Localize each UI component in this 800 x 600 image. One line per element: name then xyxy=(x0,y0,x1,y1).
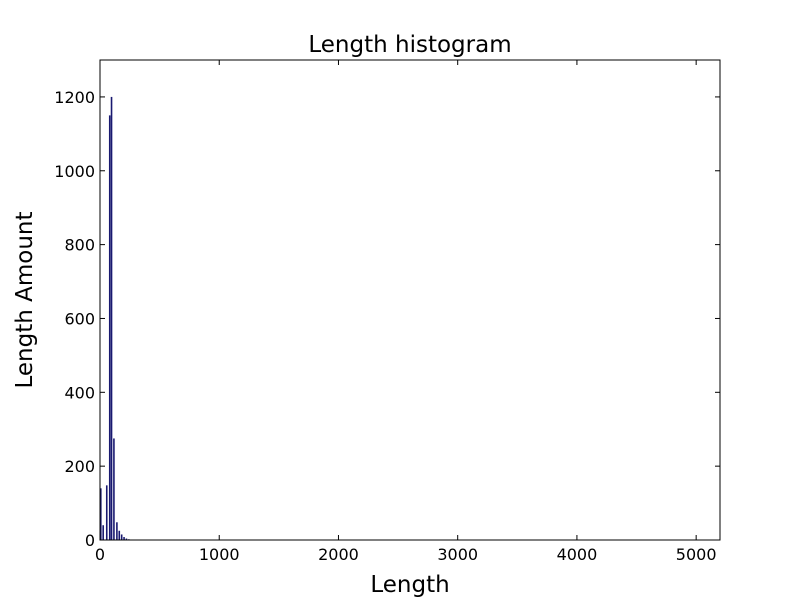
y-axis-label: Length Amount xyxy=(12,211,38,388)
x-tick-label-2: 2000 xyxy=(318,545,359,564)
y-tick-label-0: 0 xyxy=(85,531,95,550)
x-tick-label-1: 1000 xyxy=(199,545,240,564)
y-axis-ticks: 0 200 400 600 800 1000 1200 xyxy=(54,88,720,550)
y-tick-label-4: 800 xyxy=(64,236,95,255)
chart-title: Length histogram xyxy=(308,32,511,58)
histogram-bar-5 xyxy=(113,438,115,540)
x-axis-label: Length xyxy=(370,572,449,598)
histogram-bar-10 xyxy=(125,538,128,540)
x-axis-ticks: 0 1000 2000 3000 4000 5000 xyxy=(95,60,717,564)
histogram-bar-1 xyxy=(102,525,104,540)
histogram-bar-3 xyxy=(108,115,111,540)
y-tick-label-3: 600 xyxy=(64,309,95,328)
x-tick-label-0: 0 xyxy=(95,545,105,564)
histogram-bar-4 xyxy=(110,96,113,541)
y-tick-label-1: 200 xyxy=(64,457,95,476)
x-tick-label-4: 4000 xyxy=(557,545,598,564)
x-tick-label-3: 3000 xyxy=(437,545,478,564)
histogram-bar-7 xyxy=(118,530,121,540)
histogram-bar-6 xyxy=(116,522,118,540)
y-tick-label-6: 1200 xyxy=(54,88,95,107)
histogram-bar-0 xyxy=(100,488,102,540)
histogram-bar-2 xyxy=(105,485,108,540)
plot-frame xyxy=(99,59,721,541)
bars-group xyxy=(100,96,130,541)
y-tick-label-2: 400 xyxy=(64,383,95,402)
histogram-bar-8 xyxy=(120,534,123,540)
y-tick-label-5: 1000 xyxy=(54,162,95,181)
histogram-bar-9 xyxy=(123,537,125,540)
x-tick-label-5: 5000 xyxy=(676,545,717,564)
